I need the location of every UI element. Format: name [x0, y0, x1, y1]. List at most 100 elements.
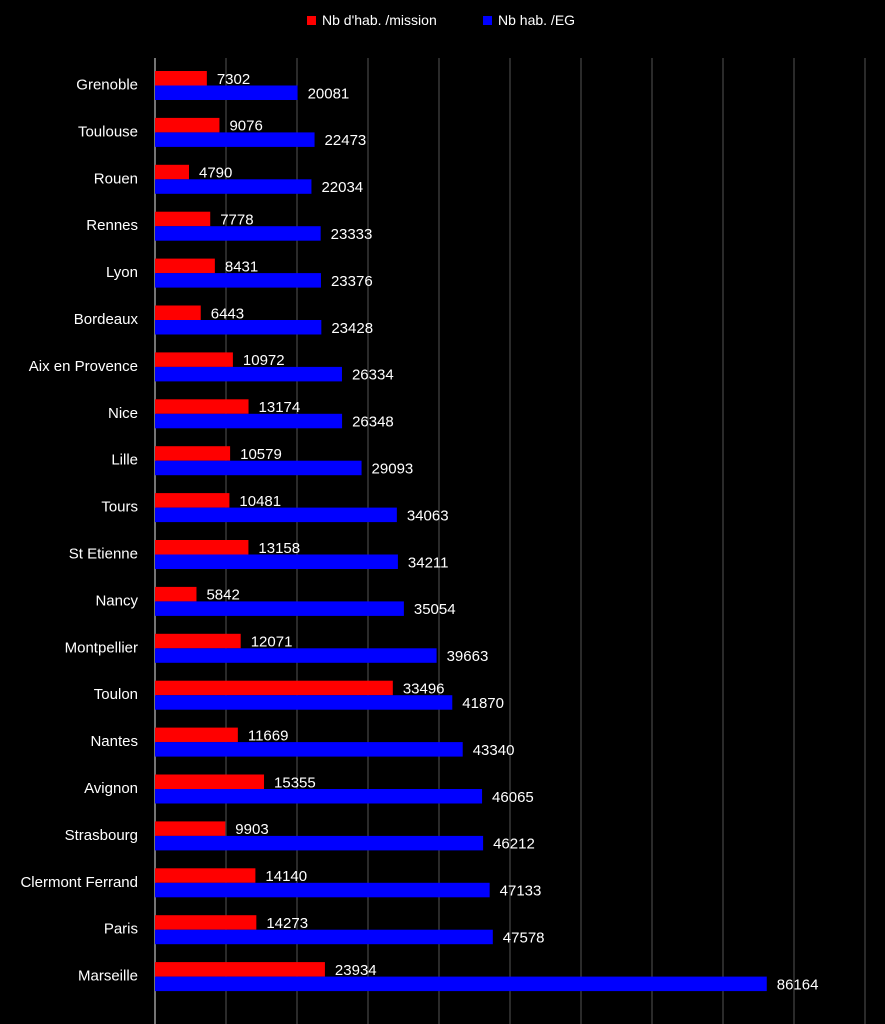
data-label-eg-grenoble: 20081	[308, 85, 350, 102]
bar-mission-clermont-ferrand	[155, 868, 256, 883]
data-label-eg-rennes: 23333	[331, 226, 373, 243]
data-label-mission-nice: 13174	[259, 399, 301, 416]
bar-eg-lille	[155, 460, 362, 476]
bar-mission-tours	[155, 493, 230, 508]
data-label-eg-toulon: 41870	[462, 695, 504, 712]
category-label-strasbourg: Strasbourg	[65, 827, 138, 844]
data-label-mission-toulon: 33496	[403, 680, 445, 697]
legend-item-mission: Nb d'hab. /mission	[307, 12, 437, 28]
bar-mission-paris	[155, 915, 257, 930]
bar-mission-montpellier	[155, 633, 241, 649]
category-label-nancy: Nancy	[95, 592, 138, 609]
legend-item-eg: Nb hab. /EG	[483, 12, 575, 28]
data-label-mission-bordeaux: 6443	[211, 305, 244, 322]
bar-eg-marseille	[155, 976, 767, 992]
data-label-eg-lille: 29093	[372, 460, 414, 477]
data-label-eg-st-etienne: 34211	[408, 554, 449, 571]
bar-mission-st-etienne	[155, 540, 249, 555]
data-label-mission-nantes: 11669	[248, 727, 289, 744]
data-label-mission-aix-en-provence: 10972	[243, 352, 285, 369]
labels: Grenoble 7302 20081 Toulouse 9076 22473 Rouen 4…	[20, 71, 818, 994]
data-label-mission-st-etienne: 13158	[258, 540, 300, 557]
category-label-clermont-ferrand: Clermont Ferrand	[20, 874, 138, 891]
bar-mission-rennes	[155, 211, 211, 227]
bar-eg-lyon	[155, 273, 321, 288]
data-label-mission-lille: 10579	[240, 446, 282, 463]
data-label-mission-lyon: 8431	[225, 258, 258, 275]
bar-eg-toulouse	[155, 132, 315, 147]
data-label-mission-paris: 14273	[266, 915, 308, 932]
bar-mission-avignon	[155, 774, 265, 789]
data-label-eg-aix-en-provence: 26334	[352, 367, 394, 384]
data-label-mission-marseille: 23934	[335, 962, 377, 979]
category-label-st-etienne: St Etienne	[69, 546, 138, 563]
data-label-mission-strasbourg: 9903	[235, 821, 268, 838]
data-label-eg-toulouse: 22473	[325, 132, 367, 149]
category-label-rennes: Rennes	[86, 217, 138, 234]
bar-mission-nancy	[155, 586, 197, 602]
data-label-mission-clermont-ferrand: 14140	[265, 868, 307, 885]
bar-eg-grenoble	[155, 85, 298, 100]
bar-mission-toulon	[155, 680, 393, 696]
bar-mission-grenoble	[155, 71, 207, 86]
legend-label-mission: Nb d'hab. /mission	[322, 12, 437, 28]
bar-eg-rennes	[155, 226, 321, 241]
bar-eg-nice	[155, 413, 343, 429]
category-label-nice: Nice	[108, 405, 138, 422]
category-label-grenoble: Grenoble	[76, 77, 138, 94]
data-label-mission-rouen: 4790	[199, 165, 232, 182]
bars	[155, 71, 767, 992]
legend-label-eg: Nb hab. /EG	[498, 12, 576, 28]
bar-eg-aix-en-provence	[155, 366, 342, 382]
bar-eg-bordeaux	[155, 320, 322, 335]
data-label-mission-tours: 10481	[239, 493, 281, 510]
bar-mission-lille	[155, 446, 231, 461]
bar-mission-lyon	[155, 258, 215, 274]
data-label-eg-avignon: 46065	[492, 789, 534, 806]
data-label-eg-paris: 47578	[503, 929, 545, 946]
data-label-eg-lyon: 23376	[331, 273, 373, 290]
data-label-mission-montpellier: 12071	[251, 634, 293, 651]
category-label-marseille: Marseille	[78, 968, 138, 985]
data-label-mission-rennes: 7778	[220, 211, 253, 228]
bar-eg-paris	[155, 929, 493, 945]
legend-swatch-mission-icon	[307, 15, 316, 25]
bar-eg-avignon	[155, 789, 483, 804]
category-label-lyon: Lyon	[106, 264, 138, 281]
category-label-toulon: Toulon	[94, 686, 138, 703]
bar-mission-rouen	[155, 164, 190, 180]
bar-mission-toulouse	[155, 117, 220, 133]
legend-swatch-eg-icon	[483, 15, 492, 25]
category-label-paris: Paris	[104, 921, 138, 938]
bar-eg-nantes	[155, 742, 463, 757]
bar-eg-toulon	[155, 695, 453, 710]
bar-eg-strasbourg	[155, 835, 484, 851]
bar-eg-tours	[155, 507, 397, 523]
data-label-mission-nancy: 5842	[206, 587, 239, 604]
bar-mission-nice	[155, 399, 249, 414]
category-label-bordeaux: Bordeaux	[74, 311, 139, 328]
data-label-eg-strasbourg: 46212	[493, 836, 535, 853]
data-label-mission-grenoble: 7302	[217, 71, 250, 88]
category-label-rouen: Rouen	[94, 170, 138, 187]
bar-mission-nantes	[155, 727, 238, 743]
data-label-eg-tours: 34063	[407, 507, 449, 524]
bar-mission-bordeaux	[155, 305, 201, 320]
category-label-tours: Tours	[101, 499, 138, 516]
bar-eg-rouen	[155, 179, 312, 194]
data-label-eg-montpellier: 39663	[447, 648, 489, 665]
category-label-avignon: Avignon	[84, 780, 138, 797]
bar-eg-nancy	[155, 601, 404, 616]
data-label-mission-toulouse: 9076	[229, 118, 262, 135]
bar-mission-marseille	[155, 962, 325, 977]
category-label-montpellier: Montpellier	[65, 639, 138, 656]
data-label-eg-clermont-ferrand: 47133	[500, 883, 542, 900]
bar-eg-clermont-ferrand	[155, 882, 490, 898]
data-label-mission-avignon: 15355	[274, 774, 316, 791]
bar-mission-aix-en-provence	[155, 352, 233, 367]
data-label-eg-nice: 26348	[352, 414, 394, 431]
data-label-eg-nantes: 43340	[473, 742, 515, 759]
bar-eg-montpellier	[155, 648, 437, 663]
category-label-aix-en-provence: Aix en Provence	[29, 358, 138, 375]
